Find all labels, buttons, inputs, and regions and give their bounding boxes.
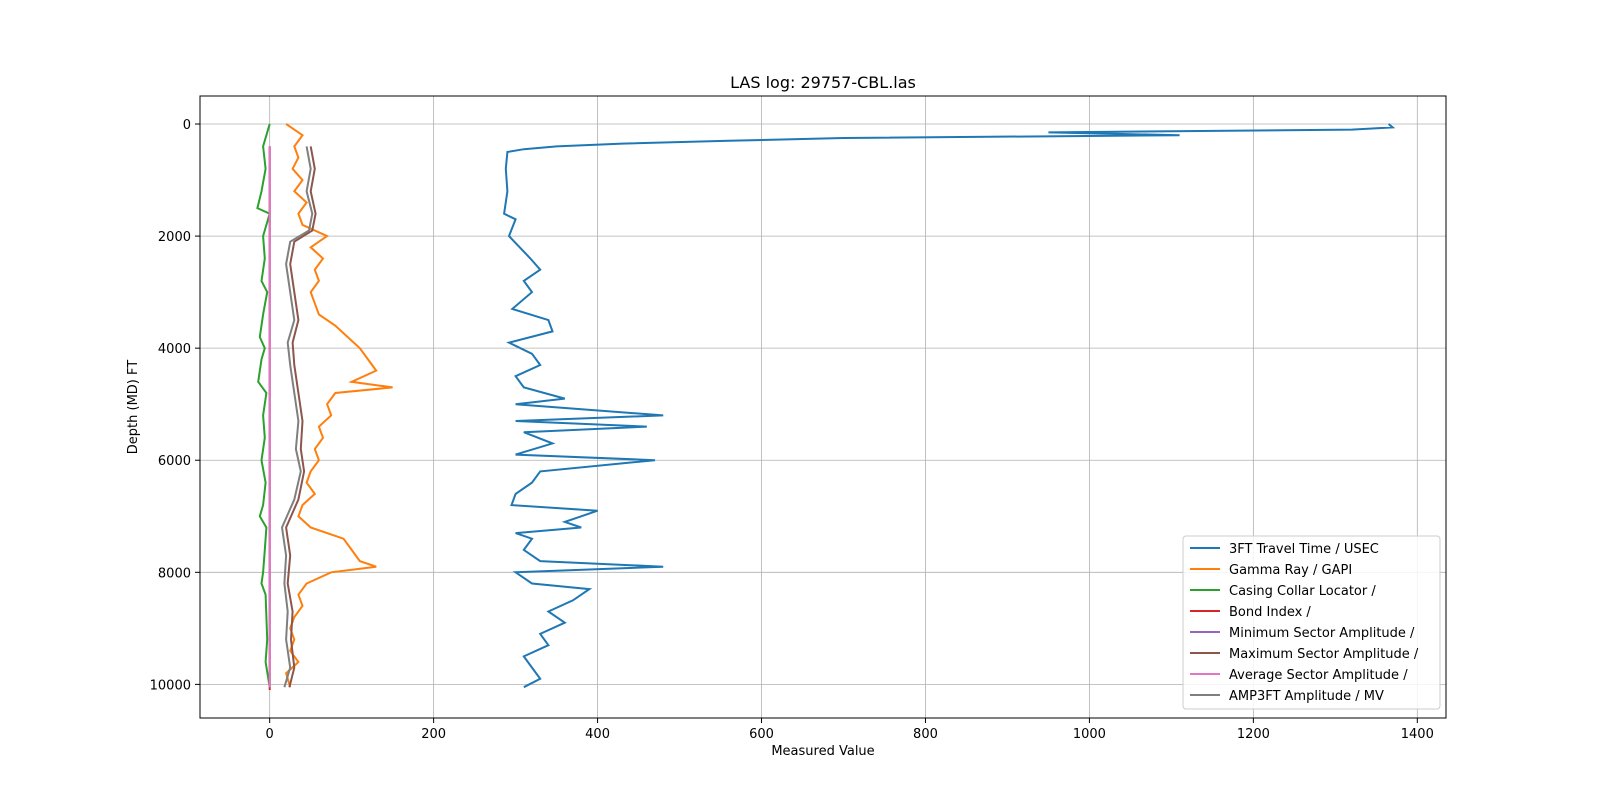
series-line-gamma-ray-gapi (284, 123, 393, 688)
legend-box (1182, 535, 1441, 710)
legend-label-maximum-sector-amplitude: Maximum Sector Amplitude / (1229, 647, 1419, 662)
legend-label-average-sector-amplitude: Average Sector Amplitude / (1229, 668, 1408, 683)
x-tick-label: 800 (913, 727, 938, 742)
legend-label-bond-index: Bond Index / (1229, 605, 1311, 620)
legend-label-minimum-sector-amplitude: Minimum Sector Amplitude / (1229, 626, 1415, 641)
x-tick-label: 1400 (1401, 727, 1434, 742)
data-series (256, 123, 1396, 690)
x-tick-label: 400 (585, 727, 610, 742)
x-tick-label: 600 (749, 727, 774, 742)
axis-ticks: 0 200 400 600 800 1000 1200 1400 0 2000 4000 6000 80… (150, 118, 1434, 742)
y-tick-label: 10000 (150, 678, 191, 693)
legend-label-3ft-travel-time-usec: 3FT Travel Time / USEC (1229, 542, 1379, 557)
legend: 3FT Travel Time / USEC Gamma Ray / GAPI Ca… (1182, 535, 1441, 710)
x-tick-label: 200 (421, 727, 446, 742)
y-tick-label: 6000 (158, 454, 191, 469)
x-tick-label: 0 (266, 727, 274, 742)
plot-frame (199, 95, 1447, 719)
y-tick-label: 8000 (158, 566, 191, 581)
series-line-3ft-travel-time-usec (503, 123, 1396, 689)
legend-label-amp3ft-amplitude-mv: AMP3FT Amplitude / MV (1229, 689, 1384, 704)
series-line-maximum-sector-amplitude (285, 146, 317, 688)
y-tick-label: 4000 (158, 342, 191, 357)
y-tick-label: 0 (183, 118, 191, 133)
y-axis-label: Depth (MD) FT (126, 360, 141, 454)
x-tick-label: 1200 (1237, 727, 1270, 742)
legend-label-casing-collar-locator: Casing Collar Locator / (1229, 584, 1376, 599)
x-tick-label: 1000 (1073, 727, 1106, 742)
y-tick-label: 2000 (158, 230, 191, 245)
chart-title: LAS log: 29757-CBL.las (730, 73, 916, 92)
legend-label-gamma-ray-gapi: Gamma Ray / GAPI (1229, 563, 1352, 578)
x-axis-label: Measured Value (771, 744, 874, 759)
series-line-amp3ft-amplitude-mv (280, 146, 314, 688)
grid-lines (200, 96, 1446, 718)
